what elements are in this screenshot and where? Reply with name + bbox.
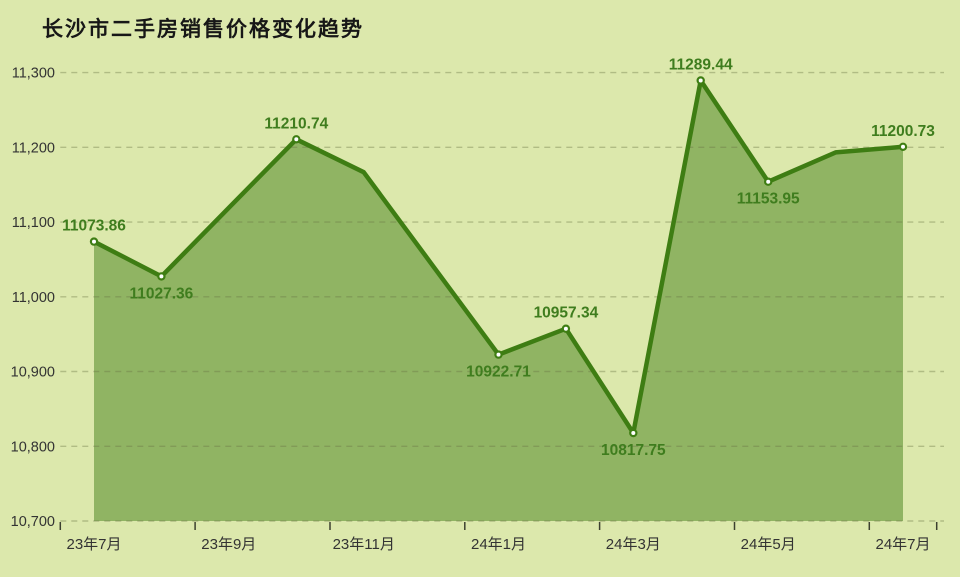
area-fill (94, 80, 903, 521)
data-point-marker (292, 135, 301, 144)
data-point-marker (157, 272, 166, 281)
chart-title: 长沙市二手房销售价格变化趋势 (42, 18, 364, 41)
y-axis-label: 11,200 (12, 140, 55, 156)
x-axis-label: 24年5月 (741, 536, 796, 553)
x-axis-label: 23年11月 (333, 536, 395, 553)
data-point-label: 11153.95 (737, 191, 800, 208)
data-point-marker (89, 237, 99, 246)
data-point-label: 11073.86 (62, 218, 126, 235)
data-point-label: 10817.75 (601, 442, 666, 459)
data-point-label: 11210.74 (264, 115, 328, 132)
data-point-label: 11027.36 (130, 285, 194, 302)
data-point-label: 10922.71 (466, 364, 531, 381)
y-axis-label: 11,100 (12, 215, 55, 231)
x-axis-label: 23年9月 (201, 536, 256, 553)
data-point-label: 11289.44 (669, 57, 733, 74)
y-axis-label: 11,000 (12, 290, 55, 306)
x-axis-label: 24年1月 (471, 536, 526, 553)
data-point-marker (696, 76, 705, 85)
data-point-marker (629, 428, 638, 438)
y-axis-label: 10,900 (11, 365, 55, 381)
x-axis-label: 24年7月 (875, 536, 930, 553)
data-point-label: 11200.73 (871, 123, 935, 140)
data-point-marker (898, 142, 908, 151)
data-point-marker (561, 324, 571, 333)
y-axis-label: 10,700 (11, 514, 55, 530)
y-axis-label: 11,300 (12, 66, 55, 82)
y-axis-label: 10,800 (11, 439, 55, 455)
data-point-marker (494, 350, 503, 359)
x-axis-label: 23年7月 (66, 536, 121, 553)
data-point-label: 10957.34 (534, 305, 599, 322)
x-axis-label: 24年3月 (606, 536, 661, 553)
data-point-marker (764, 177, 773, 186)
